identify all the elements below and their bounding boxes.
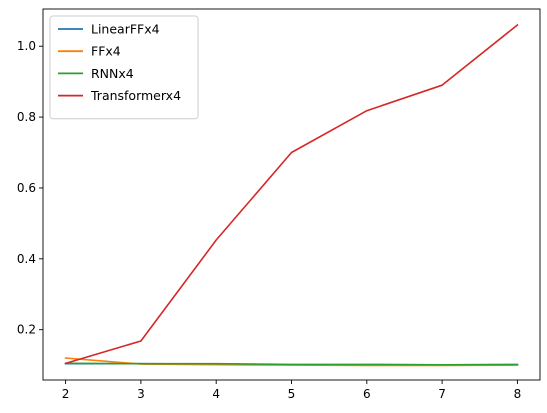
y-tick-label: 0.4 <box>17 252 36 266</box>
x-tick-label: 2 <box>62 387 70 401</box>
x-tick-label: 5 <box>288 387 296 401</box>
legend-label-ffx4: FFx4 <box>91 44 121 59</box>
series-line-transformerx4 <box>64 23 519 365</box>
x-axis-ticks: 2 3 4 5 6 7 8 <box>62 380 521 401</box>
legend-label-rnnx4: RNNx4 <box>91 66 134 81</box>
series-line-rnnx4 <box>64 362 519 366</box>
x-tick-label: 3 <box>137 387 145 401</box>
legend-label-linearffx4: LinearFFx4 <box>91 22 160 37</box>
y-tick-label: 0.6 <box>17 181 36 195</box>
legend-label-transformerx4: Transformerx4 <box>90 88 181 103</box>
x-tick-label: 7 <box>438 387 446 401</box>
series-layer <box>64 23 519 367</box>
x-tick-label: 8 <box>514 387 522 401</box>
legend-box <box>49 15 199 120</box>
y-tick-label: 1.0 <box>17 39 36 53</box>
legend: LinearFFx4 FFx4 RNNx4 Transformerx4 <box>49 15 199 120</box>
x-tick-label: 4 <box>212 387 220 401</box>
y-tick-label: 0.2 <box>17 323 36 337</box>
x-tick-label: 6 <box>363 387 371 401</box>
y-tick-label: 0.8 <box>17 110 36 124</box>
y-axis-ticks: 0.2 0.4 0.6 0.8 1.0 <box>17 39 43 337</box>
